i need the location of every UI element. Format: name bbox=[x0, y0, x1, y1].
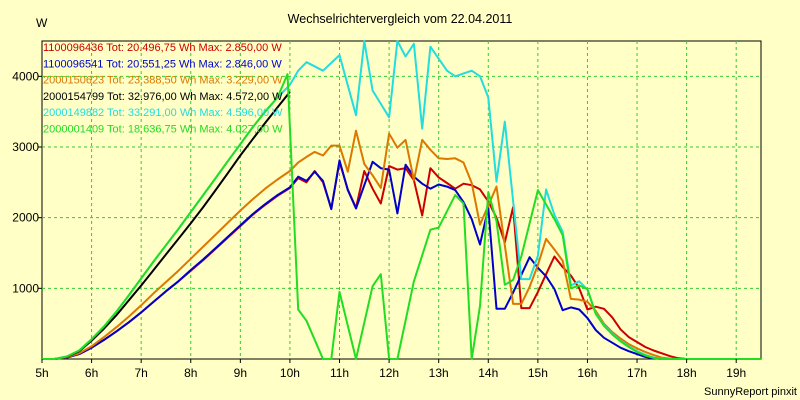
legend-entry: 2000149882 Tot: 33.291,00 Wh Max: 4.596,… bbox=[43, 107, 283, 119]
x-tick-label: 5h bbox=[35, 366, 48, 380]
footer-credit: SunnyReport pinxit bbox=[704, 386, 797, 398]
x-tick-label: 8h bbox=[184, 366, 197, 380]
grid-layer bbox=[42, 41, 761, 359]
series-layer bbox=[42, 40, 761, 360]
x-tick-label: 10h bbox=[280, 366, 300, 380]
x-tick-label: 13h bbox=[429, 366, 449, 380]
x-tick-label: 19h bbox=[726, 366, 746, 380]
legend: 1100096436 Tot: 20.496,75 Wh Max: 2.850,… bbox=[43, 42, 283, 136]
y-tick-label: 4000 bbox=[12, 69, 39, 83]
series-line-2 bbox=[42, 129, 761, 360]
y-tick-label: 3000 bbox=[12, 140, 39, 154]
x-tick-label: 17h bbox=[627, 366, 647, 380]
x-tick-label: 14h bbox=[478, 366, 498, 380]
series-line-5 bbox=[42, 73, 761, 360]
x-tick-label: 11h bbox=[330, 366, 349, 380]
axis-layer: 5h 6h 7h 8h 9h 10h 11h 12h 13h 14h 15h 16h 17h 18h 19h… bbox=[12, 69, 746, 380]
legend-entry: 1100096541 Tot: 20.551,25 Wh Max: 2.846,… bbox=[43, 58, 282, 70]
plot-area bbox=[41, 40, 762, 360]
legend-entry: 1100096436 Tot: 20.496,75 Wh Max: 2.850,… bbox=[43, 42, 282, 54]
y-tick-label: 2000 bbox=[12, 211, 39, 225]
series-line-1 bbox=[42, 159, 761, 360]
chart-title: Wechselrichtervergleich vom 22.04.2011 bbox=[288, 12, 513, 26]
legend-entry: 2000001409 Tot: 18.636,75 Wh Max: 4.027,… bbox=[43, 124, 283, 136]
x-tick-label: 18h bbox=[677, 366, 697, 380]
legend-entry: 2000154799 Tot: 32.976,00 Wh Max: 4.572,… bbox=[43, 91, 283, 103]
x-tick-label: 7h bbox=[134, 366, 147, 380]
x-tick-label: 9h bbox=[234, 366, 247, 380]
y-tick-label: 1000 bbox=[12, 281, 39, 295]
legend-entry: 2000150623 Tot: 23.388,50 Wh Max: 3.229,… bbox=[43, 75, 283, 87]
series-line-4 bbox=[42, 40, 761, 360]
x-tick-label: 6h bbox=[85, 366, 98, 380]
y-axis-unit-label: W bbox=[36, 16, 48, 30]
x-tick-label: 12h bbox=[379, 366, 399, 380]
x-tick-label: 15h bbox=[528, 366, 548, 380]
x-tick-label: 16h bbox=[577, 366, 597, 380]
